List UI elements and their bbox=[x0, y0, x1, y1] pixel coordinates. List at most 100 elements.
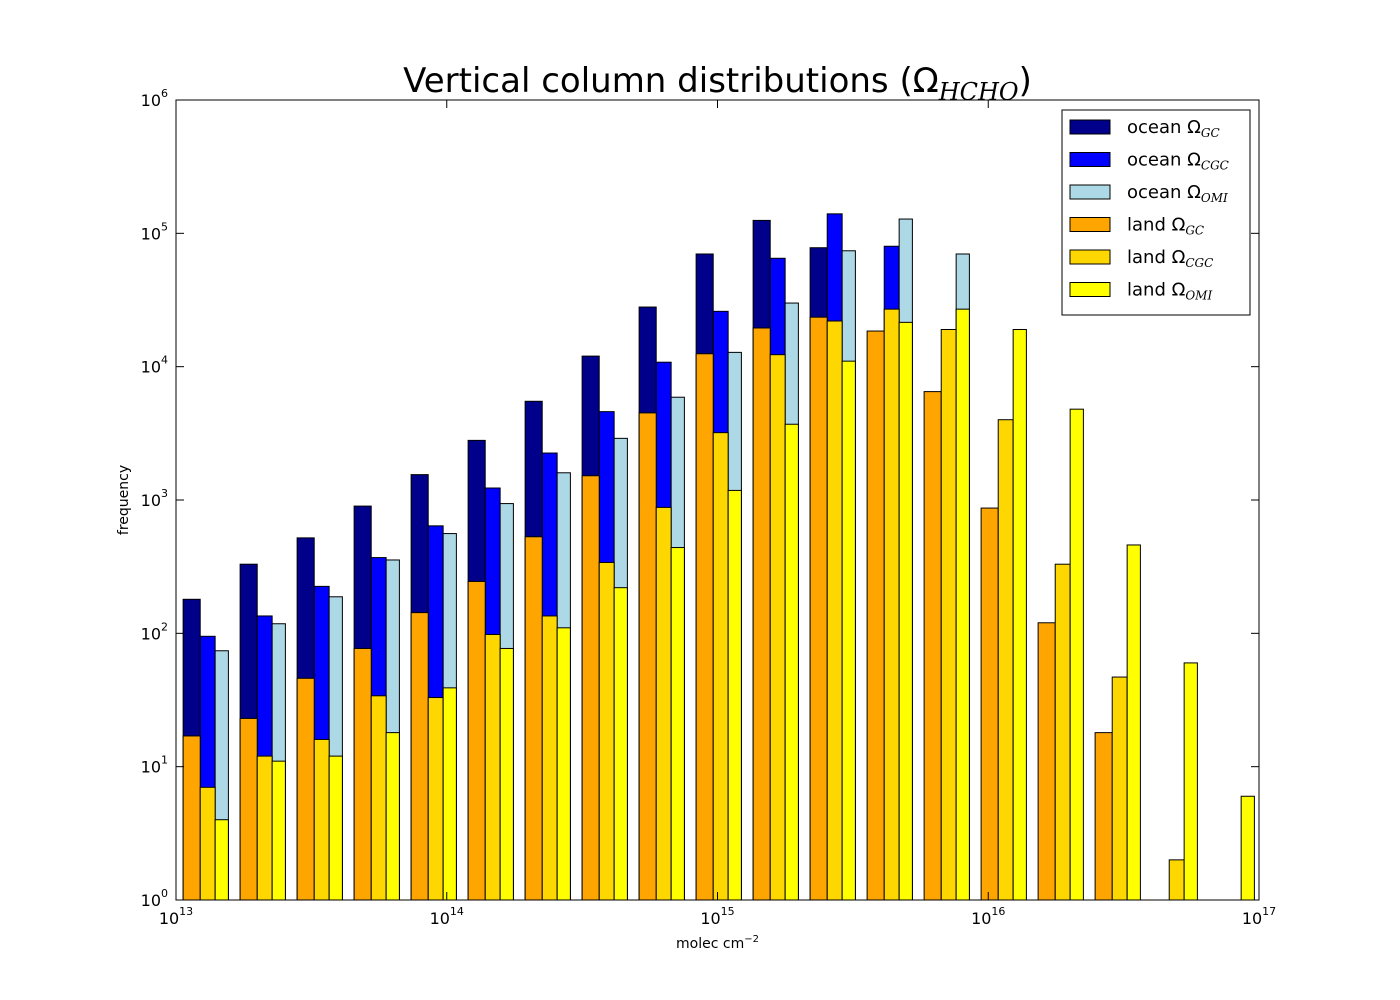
legend-swatch bbox=[1069, 184, 1111, 200]
bar bbox=[1111, 676, 1128, 901]
bar bbox=[980, 507, 999, 901]
bar bbox=[670, 547, 685, 901]
x-tick-label: 1013 bbox=[159, 905, 193, 928]
x-tick-label-exp: 16 bbox=[991, 905, 1005, 918]
bar bbox=[613, 587, 628, 901]
x-tick-label: 1014 bbox=[430, 905, 464, 928]
legend-label-main: ocean Ω bbox=[1127, 150, 1201, 171]
legend-label-sub: OMI bbox=[1201, 191, 1228, 205]
bar bbox=[598, 561, 615, 901]
legend-label: ocean ΩGC bbox=[1127, 117, 1220, 140]
legend-label-main: ocean Ω bbox=[1127, 182, 1201, 203]
y-tick-label: 105 bbox=[141, 220, 168, 243]
legend-swatch bbox=[1069, 217, 1111, 232]
bar bbox=[727, 489, 742, 901]
legend-swatch bbox=[1069, 282, 1111, 297]
legend-label-sub: GC bbox=[1201, 126, 1220, 140]
bar bbox=[1183, 662, 1198, 901]
bar bbox=[712, 432, 729, 901]
legend-label: land ΩCGC bbox=[1127, 247, 1213, 270]
bar bbox=[256, 755, 273, 901]
bar bbox=[752, 327, 771, 901]
x-tick-label-exp: 14 bbox=[450, 905, 464, 918]
y-tick-label: 104 bbox=[141, 354, 168, 377]
y-tick-label-base: 10 bbox=[141, 91, 161, 110]
bar bbox=[1168, 859, 1185, 901]
legend-label-sub: OMI bbox=[1185, 289, 1212, 303]
x-axis-label-exp: −2 bbox=[744, 934, 759, 945]
y-tick-label-base: 10 bbox=[141, 491, 161, 510]
legend-label-main: land Ω bbox=[1127, 215, 1186, 236]
y-tick-label-base: 10 bbox=[141, 224, 161, 243]
bar bbox=[427, 697, 444, 901]
bar bbox=[239, 717, 258, 901]
legend-label-sub: CGC bbox=[1185, 256, 1213, 270]
bar bbox=[955, 308, 970, 901]
legend-swatch bbox=[1069, 119, 1111, 135]
bar bbox=[271, 760, 286, 901]
y-tick-label-base: 10 bbox=[141, 358, 161, 377]
x-axis-label-main: molec cm bbox=[676, 936, 744, 952]
x-tick-label-base: 10 bbox=[430, 909, 450, 928]
x-tick-label: 1015 bbox=[700, 905, 734, 928]
legend-label-sub: GC bbox=[1185, 224, 1204, 238]
x-tick-label: 1017 bbox=[1242, 905, 1276, 928]
bar bbox=[1037, 622, 1056, 901]
bar bbox=[898, 321, 913, 901]
bar bbox=[826, 320, 843, 901]
bar bbox=[581, 475, 600, 901]
title-main: Vertical column distributions (Ω bbox=[403, 61, 939, 101]
y-tick-label: 102 bbox=[141, 620, 168, 643]
bar bbox=[1069, 408, 1084, 901]
legend-label-sub: CGC bbox=[1201, 159, 1229, 173]
legend-label-main: land Ω bbox=[1127, 280, 1186, 301]
x-tick-label-exp: 17 bbox=[1262, 905, 1276, 918]
bar bbox=[940, 328, 957, 901]
bar bbox=[1240, 795, 1255, 901]
legend-label: ocean ΩOMI bbox=[1127, 182, 1228, 205]
legend-label: land ΩGC bbox=[1127, 215, 1204, 238]
bar bbox=[997, 419, 1014, 901]
x-axis-label: molec cm−2 bbox=[676, 934, 759, 952]
bar bbox=[841, 360, 856, 901]
y-tick-label: 106 bbox=[141, 87, 168, 110]
bar bbox=[442, 687, 457, 901]
y-tick-label: 101 bbox=[141, 754, 168, 777]
x-tick-label-base: 10 bbox=[700, 909, 720, 928]
bar bbox=[809, 316, 828, 901]
bar bbox=[883, 308, 900, 901]
legend-label-main: ocean Ω bbox=[1127, 117, 1201, 138]
bar bbox=[784, 423, 799, 901]
bar bbox=[182, 735, 201, 901]
x-tick-label-base: 10 bbox=[159, 909, 179, 928]
title-end: ) bbox=[1019, 61, 1032, 101]
y-tick-label-exp: 0 bbox=[161, 887, 168, 900]
bar bbox=[353, 647, 372, 901]
legend-label: ocean ΩCGC bbox=[1127, 150, 1229, 173]
y-tick-label: 100 bbox=[141, 887, 168, 910]
bar bbox=[313, 738, 330, 901]
bar bbox=[638, 412, 657, 901]
bar bbox=[524, 536, 543, 901]
legend-swatch bbox=[1069, 249, 1111, 265]
bar bbox=[484, 634, 501, 901]
bar bbox=[214, 819, 229, 901]
y-tick-label-base: 10 bbox=[141, 891, 161, 910]
bar bbox=[923, 391, 942, 901]
bar bbox=[1094, 732, 1113, 901]
y-tick-label-base: 10 bbox=[141, 624, 161, 643]
bar bbox=[556, 627, 571, 901]
legend-swatch bbox=[1069, 152, 1111, 167]
y-tick-label-exp: 1 bbox=[161, 754, 168, 767]
bar bbox=[1054, 563, 1071, 901]
bar bbox=[467, 580, 486, 901]
bar bbox=[328, 755, 343, 901]
bar bbox=[385, 732, 400, 901]
bar bbox=[296, 677, 315, 901]
y-tick-label-exp: 2 bbox=[161, 620, 168, 633]
y-tick-label-exp: 5 bbox=[161, 220, 168, 233]
y-tick-label-exp: 4 bbox=[161, 354, 168, 367]
bar bbox=[866, 330, 885, 901]
bar bbox=[695, 353, 714, 901]
bar bbox=[370, 695, 387, 901]
